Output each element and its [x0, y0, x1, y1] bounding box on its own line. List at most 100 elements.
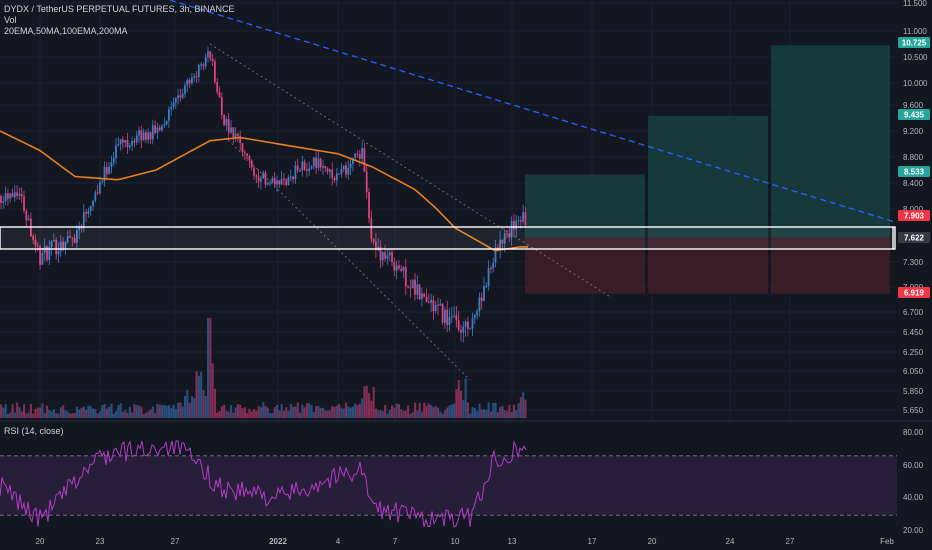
candle	[154, 125, 156, 134]
volume-bar	[39, 407, 42, 418]
candle	[356, 153, 359, 155]
candle	[89, 206, 92, 212]
candle	[131, 140, 133, 146]
volume-bar	[464, 378, 467, 418]
candle	[467, 321, 469, 329]
candle	[294, 165, 297, 180]
candle	[450, 316, 453, 318]
rsi-tick-label: 80.00	[903, 428, 924, 437]
volume-bar	[315, 405, 318, 418]
time-axis[interactable]: 20 23 27 2022 4 7 10 13 17 20 24 27 Feb	[36, 537, 895, 546]
volume-bar	[434, 405, 437, 418]
candle	[32, 236, 35, 240]
volume-bar	[2, 407, 5, 418]
volume-bar	[195, 371, 198, 418]
price-tick-label: 6.700	[903, 308, 924, 317]
price-badge-text: 10.725	[902, 39, 927, 48]
volume-bar	[220, 406, 223, 418]
time-tick-label: 24	[726, 537, 735, 546]
candle	[492, 262, 495, 269]
candle	[105, 166, 108, 175]
volume-bar	[427, 403, 430, 418]
candle	[266, 182, 269, 185]
candle	[163, 124, 166, 126]
candle	[204, 57, 207, 67]
candle	[329, 169, 331, 172]
volume-bar	[409, 413, 412, 418]
candle	[66, 236, 69, 243]
candle	[395, 265, 398, 271]
time-tick-label: 4	[336, 537, 341, 546]
descending-trendline	[169, 0, 896, 223]
volume-bar	[328, 410, 331, 418]
candle	[34, 239, 37, 246]
candle	[172, 102, 175, 107]
channel-line-upper	[209, 43, 613, 299]
price-tick-label: 7.300	[903, 258, 924, 267]
volume-bar	[230, 405, 233, 418]
volume-bar	[43, 412, 46, 418]
candle	[432, 299, 435, 312]
candle	[317, 158, 320, 168]
volume-bar	[305, 403, 308, 418]
volume-bar	[342, 408, 345, 418]
volume-bar	[522, 392, 525, 418]
candle	[340, 169, 343, 174]
volume-bar	[184, 396, 187, 418]
candle	[354, 153, 357, 159]
price-tick-label: 6.450	[903, 328, 924, 337]
volume-bar	[282, 410, 285, 418]
candle	[227, 119, 230, 133]
volume-bar	[20, 411, 23, 418]
candle	[494, 247, 497, 263]
volume-bar	[271, 413, 274, 418]
candle	[202, 64, 205, 67]
candle	[368, 192, 370, 219]
price-tick-label: 8.000	[903, 205, 924, 214]
candle	[519, 220, 522, 222]
volume-bar	[170, 407, 173, 418]
candle	[128, 145, 131, 148]
volume-bar	[156, 404, 159, 418]
candle	[193, 76, 196, 78]
candle	[151, 125, 154, 140]
candle	[112, 157, 115, 163]
candle	[223, 114, 225, 126]
candle	[473, 315, 476, 319]
volume-bar	[386, 413, 389, 418]
volume-bar	[460, 390, 463, 418]
volume-bar	[351, 406, 354, 418]
volume-bar	[161, 405, 164, 418]
volume-bar	[489, 411, 492, 418]
volume-bar	[55, 413, 58, 418]
volume-bar	[202, 390, 205, 418]
candle	[455, 315, 458, 321]
candle	[39, 246, 41, 265]
volume-bar	[388, 410, 391, 418]
candle	[306, 169, 308, 171]
candle	[444, 309, 446, 323]
volume-bar	[508, 404, 511, 418]
candle	[4, 193, 7, 202]
candle	[510, 220, 513, 238]
candle	[310, 166, 313, 169]
volume-bar	[379, 410, 382, 418]
volume-bar	[71, 413, 74, 418]
rsi-tick-label: 40.00	[903, 493, 924, 502]
volume-bar	[471, 407, 474, 418]
volume-bar	[322, 407, 325, 418]
price-tick-label: 10.000	[903, 79, 928, 88]
volume-bar	[393, 407, 396, 418]
volume-bar	[115, 411, 118, 418]
volume-bar	[223, 404, 226, 418]
time-tick-label: 23	[96, 537, 105, 546]
candle	[250, 160, 253, 168]
candle	[36, 245, 39, 247]
candle	[513, 220, 515, 230]
candle	[370, 218, 373, 240]
candle	[421, 293, 423, 300]
candle	[365, 171, 368, 193]
volume-bar	[52, 409, 55, 418]
volume-bar	[250, 411, 253, 418]
